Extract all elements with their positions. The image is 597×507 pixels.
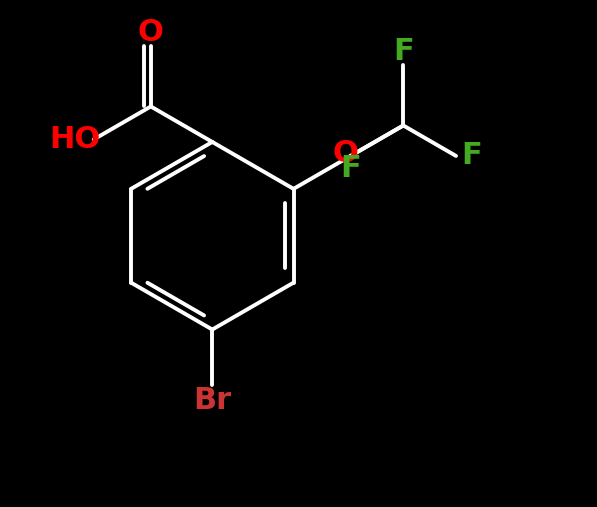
Text: O: O xyxy=(333,139,358,168)
Text: O: O xyxy=(138,18,164,48)
Text: Br: Br xyxy=(193,386,232,415)
Text: F: F xyxy=(393,38,414,66)
Text: F: F xyxy=(340,154,361,183)
Text: F: F xyxy=(461,141,482,170)
Text: HO: HO xyxy=(49,125,100,154)
